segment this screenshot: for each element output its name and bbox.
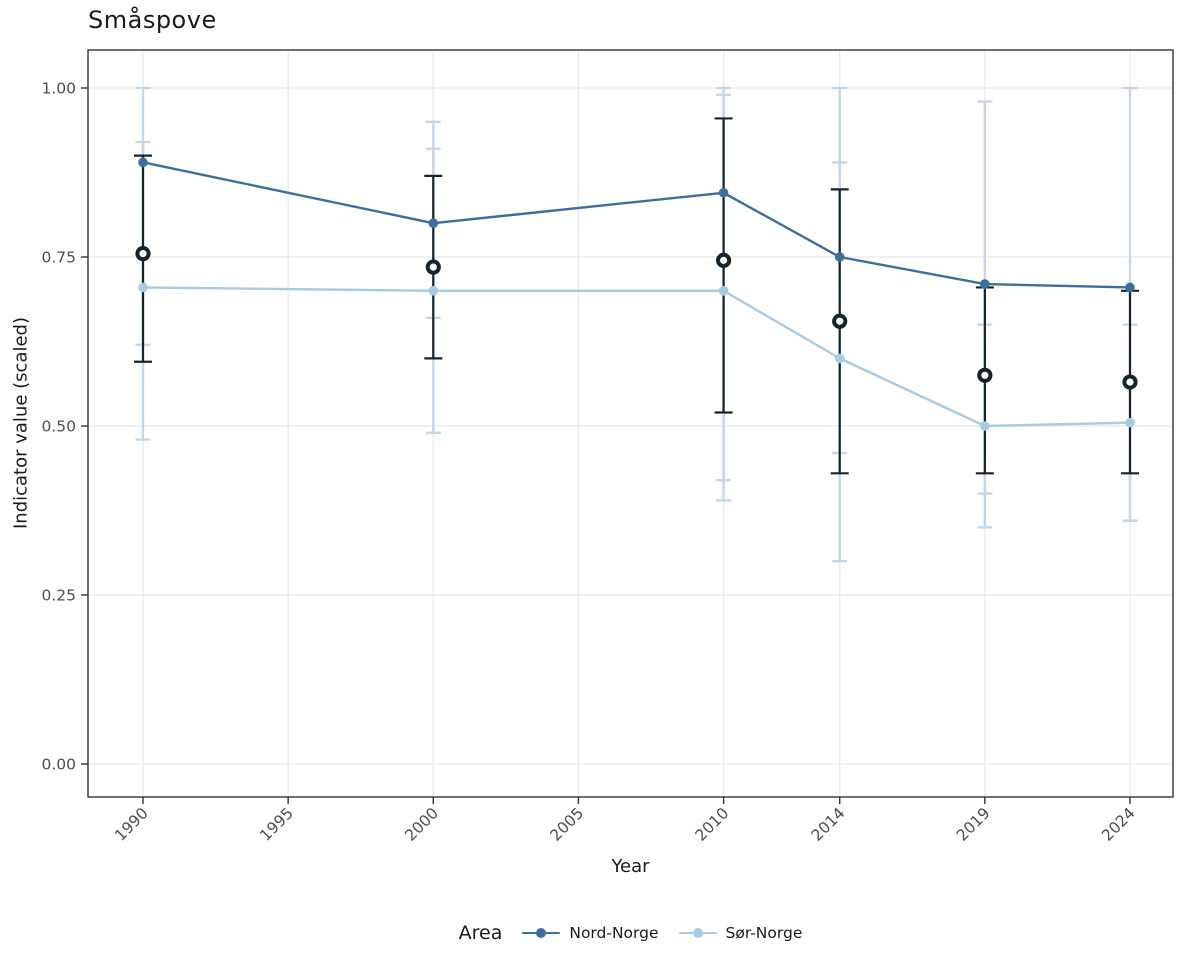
- series-point-nord-norge: [980, 279, 990, 289]
- x-tick-label: 2010: [692, 804, 733, 845]
- axis-ticks: [81, 87, 1131, 804]
- series-point-nord-norge: [428, 218, 439, 228]
- sor-norge-line-dot-swatch: [678, 926, 717, 940]
- y-axis-title: Indicator value (scaled): [10, 316, 32, 530]
- x-tick-label: 2024: [1098, 804, 1139, 845]
- legend-title: Area: [458, 922, 503, 944]
- legend-label: Sør-Norge: [725, 924, 803, 942]
- x-tick-label: 2005: [547, 804, 588, 845]
- overall-open-circle: [977, 367, 993, 383]
- x-tick-label: 2014: [808, 804, 849, 845]
- y-tick-label: 0.00: [41, 756, 76, 774]
- series-point-sor-norge: [138, 282, 148, 293]
- x-tick-label: 2000: [401, 804, 442, 845]
- gridlines: [88, 50, 1173, 797]
- overall-open-circle: [425, 259, 441, 275]
- error-bars: [134, 86, 1139, 563]
- y-tick-label: 0.25: [41, 587, 76, 605]
- nord-norge-line-dot-swatch: [522, 926, 561, 940]
- series-point-nord-norge: [834, 252, 845, 262]
- x-tick-label: 1990: [111, 804, 152, 845]
- legend: Area Nord-Norge Sør-Norge: [88, 922, 1173, 944]
- y-tick-label: 0.50: [41, 418, 76, 436]
- y-tick-label: 1.00: [41, 80, 76, 98]
- series-point-sor-norge: [1125, 417, 1135, 428]
- legend-label: Nord-Norge: [569, 924, 659, 942]
- legend-item-sor-norge: Sør-Norge: [678, 924, 803, 942]
- overall-open-circle: [832, 313, 848, 329]
- series-line-nord-norge: [141, 161, 1132, 289]
- overall-open-circle: [135, 246, 151, 262]
- series-line-sor-norge: [141, 286, 1132, 428]
- series-point-sor-norge: [428, 286, 439, 296]
- series-point-nord-norge: [1125, 282, 1135, 293]
- x-tick-label: 1995: [256, 804, 297, 845]
- panel-border: [87, 49, 1174, 798]
- series-point-sor-norge: [980, 421, 990, 431]
- series-point-nord-norge: [718, 187, 729, 198]
- series-point-sor-norge: [718, 286, 729, 296]
- chart-title: Småspove: [88, 6, 217, 34]
- overall-open-circle: [1122, 374, 1138, 390]
- overall-open-circle: [715, 252, 732, 268]
- legend-item-nord-norge: Nord-Norge: [522, 924, 659, 942]
- tick-labels: 0.00 0.25 0.50 0.75 1.00 1990 1995 2000 2005 2010…: [41, 80, 1138, 845]
- series-point-nord-norge: [138, 157, 148, 168]
- y-tick-label: 0.75: [41, 249, 76, 267]
- error-bar-overall: [830, 188, 849, 475]
- series-point-sor-norge: [834, 353, 845, 364]
- x-axis-title: Year: [611, 856, 650, 877]
- x-tick-label: 2019: [953, 804, 994, 845]
